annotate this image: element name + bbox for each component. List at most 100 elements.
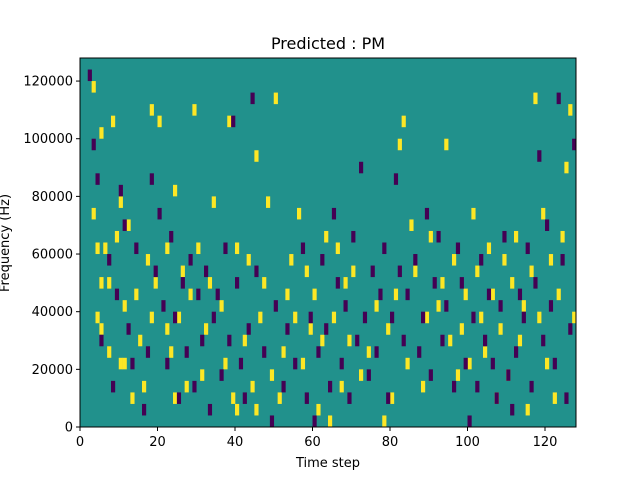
heatmap-cell-high	[548, 254, 554, 266]
heatmap-cell-high	[153, 277, 158, 289]
plot-area	[79, 57, 577, 428]
heatmap-cell-low	[242, 392, 247, 404]
heatmap-cell-low	[126, 323, 131, 335]
heatmap-cell-low	[149, 173, 154, 185]
heatmap-cell-high	[180, 265, 185, 278]
y-axis-label: Frequency (Hz)	[0, 194, 13, 292]
heatmap-cell-low	[537, 150, 542, 162]
heatmap-cell-low	[405, 288, 410, 301]
heatmap-cell-low	[463, 357, 468, 370]
heatmap-cell-low	[432, 277, 437, 289]
heatmap-cell-high	[440, 277, 445, 289]
heatmap-cell-high	[498, 323, 503, 335]
heatmap-cell-low	[564, 392, 569, 404]
heatmap-cell-high	[235, 242, 240, 255]
heatmap-cell-high	[316, 403, 321, 416]
x-tick-label: 100	[455, 435, 480, 450]
x-tick-label: 20	[149, 435, 166, 450]
heatmap-cell-low	[211, 311, 216, 324]
heatmap-cell-low	[273, 300, 278, 312]
heatmap-cell-low	[316, 346, 321, 358]
heatmap-cell-high	[475, 265, 480, 278]
heatmap-cell-high	[235, 403, 240, 416]
heatmap-cell-low	[382, 242, 387, 255]
heatmap-cell-high	[405, 357, 410, 370]
heatmap-cell-high	[114, 230, 120, 243]
heatmap-cell-high	[204, 323, 209, 335]
heatmap-cell-high	[149, 311, 154, 324]
heatmap-cell-low	[370, 265, 375, 278]
heatmap-cell-high	[184, 380, 189, 393]
x-axis: 0 20 40 60 80 100 120	[76, 427, 558, 450]
heatmap-cell-low	[467, 415, 472, 427]
heatmap-cell-high	[107, 277, 112, 289]
heatmap-cell-high	[351, 265, 356, 278]
heatmap-cell-high	[452, 254, 457, 266]
heatmap-cell-high	[386, 323, 391, 335]
heatmap-cell-low	[514, 346, 519, 358]
heatmap-cell-high	[564, 161, 569, 174]
heatmap-cell-low	[269, 415, 275, 427]
heatmap-cell-low	[428, 369, 433, 381]
heatmap-cell-high	[537, 311, 542, 324]
heatmap-cell-high	[285, 288, 290, 301]
heatmap-cell-high	[227, 115, 232, 128]
heatmap-cell-low	[207, 403, 213, 416]
heatmap-cell-high	[281, 346, 286, 358]
heatmap-cell-high	[328, 415, 333, 427]
heatmap-cell-low	[215, 288, 220, 301]
heatmap-cell-low	[324, 323, 329, 335]
heatmap-cell-low	[107, 254, 112, 266]
heatmap-cell-low	[521, 311, 526, 324]
heatmap-cell-low	[390, 311, 395, 324]
heatmap-cell-low	[331, 207, 337, 220]
heatmap-cell-high	[91, 81, 96, 93]
heatmap-cell-low	[490, 357, 495, 370]
heatmap-cell-low	[169, 230, 174, 243]
heatmap-cell-low	[219, 369, 224, 381]
heatmap-cell-low	[293, 357, 298, 370]
heatmap-cell-low	[355, 334, 360, 347]
heatmap-cell-low	[444, 300, 449, 312]
heatmap-cell-low	[165, 357, 170, 370]
heatmap-cell-high	[173, 184, 178, 197]
y-tick-label: 0	[65, 421, 73, 436]
heatmap-cell-high	[99, 127, 104, 139]
heatmap-cell-high	[293, 311, 298, 324]
heatmap-cell-high	[266, 196, 271, 208]
heatmap-cell-high	[479, 311, 484, 324]
heatmap-cell-low	[196, 288, 201, 301]
heatmap-cell-high	[176, 311, 182, 324]
heatmap-cell-high	[134, 288, 139, 301]
heatmap-cell-low	[541, 334, 546, 347]
heatmap-cell-high	[304, 265, 309, 278]
x-tick-label: 120	[533, 435, 558, 450]
heatmap-cell-low	[134, 242, 139, 255]
heatmap-cell-low	[475, 380, 480, 393]
heatmap-cell-high	[118, 196, 123, 208]
heatmap-cell-high	[246, 254, 251, 266]
heatmap-cell-low	[320, 254, 325, 266]
heatmap-cell-low	[572, 138, 577, 151]
heatmap-cell-low	[200, 334, 205, 347]
heatmap-cell-high	[211, 196, 216, 208]
y-tick-label: 20000	[32, 363, 73, 378]
heatmap-cell-low	[351, 230, 356, 243]
heatmap-cell-high	[529, 265, 534, 278]
heatmap-cell-low	[254, 265, 259, 278]
heatmap-cell-high	[196, 242, 201, 255]
heatmap-cells	[87, 69, 577, 427]
heatmap-cell-high	[95, 311, 100, 324]
heatmap-cell-low	[304, 392, 309, 404]
heatmap-cell-high	[366, 346, 371, 358]
heatmap-cell-low	[506, 369, 511, 381]
heatmap-cell-low	[436, 230, 441, 243]
heatmap-cell-high	[103, 242, 108, 255]
heatmap-cell-high	[339, 380, 344, 393]
heatmap-cell-high	[223, 357, 228, 370]
heatmap-cell-low	[227, 334, 232, 347]
heatmap-cell-high	[130, 392, 135, 404]
heatmap-cell-high	[382, 415, 387, 427]
x-axis-label: Time step	[295, 456, 360, 471]
